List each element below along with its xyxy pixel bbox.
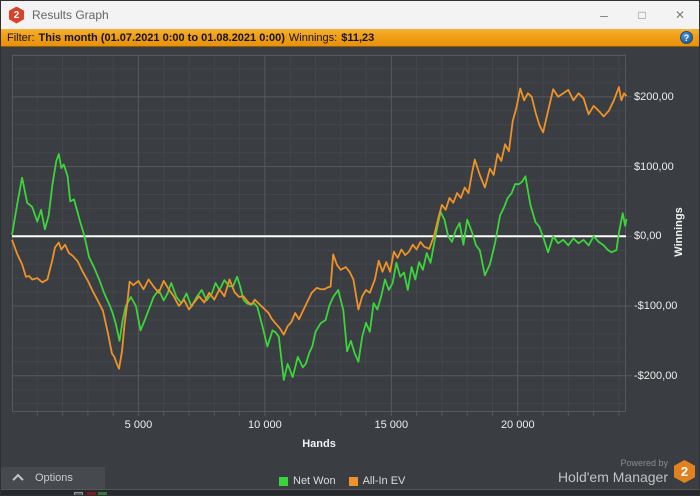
chart-legend: Net Won All-In EV [279, 475, 405, 487]
window-controls: – □ ✕ [585, 1, 699, 29]
hm2-app-icon: 2 [9, 6, 24, 24]
net-won-swatch-icon [279, 476, 288, 486]
y-tick-label: $200,00 [634, 90, 674, 103]
help-icon[interactable]: ? [680, 31, 693, 44]
title-bar: 2 Results Graph – □ ✕ [1, 1, 699, 29]
x-tick-label: 10 000 [248, 419, 282, 431]
close-button[interactable]: ✕ [674, 8, 686, 22]
legend-label-net-won: Net Won [293, 475, 336, 487]
x-axis-title: Hands [302, 438, 336, 450]
branding: Powered by Hold'em Manager 2 [558, 458, 695, 485]
winnings-label: Winnings: [288, 31, 338, 44]
legend-label-all-in-ev: All-In EV [362, 475, 406, 487]
x-tick-label: 5 000 [124, 419, 153, 431]
hm2-brand-icon-label: 2 [680, 464, 689, 479]
brand-name: Hold'em Manager [557, 469, 668, 485]
help-icon-glyph: ? [683, 32, 690, 43]
y-tick-label: $0,00 [634, 230, 662, 243]
y-tick-label: $100,00 [634, 160, 674, 173]
y-axis-title: Winnings [673, 207, 685, 257]
hm2-app-icon-label: 2 [13, 9, 20, 21]
minimize-button[interactable]: – [600, 7, 608, 23]
filter-range: This month (01.07.2021 0:00 to 01.08.202… [38, 31, 285, 44]
x-tick-label: 15 000 [374, 419, 409, 431]
background-window-icon [87, 492, 96, 495]
options-button-label: Options [35, 472, 73, 484]
legend-item-all-in-ev: All-In EV [348, 475, 406, 487]
filter-label: Filter: [7, 31, 35, 44]
window-title: Results Graph [32, 8, 109, 22]
legend-item-net-won: Net Won [279, 475, 336, 487]
background-window-icon [98, 492, 107, 495]
chevron-up-icon [12, 473, 24, 486]
options-button[interactable]: Options [1, 467, 105, 489]
y-tick-label: -$100,00 [634, 300, 678, 313]
winnings-line-chart [11, 54, 632, 416]
all-in-ev-swatch-icon [348, 476, 358, 486]
background-window-icon [74, 492, 83, 495]
background-window-sliver [1, 489, 699, 495]
y-tick-label: -$200,00 [634, 369, 678, 382]
x-tick-label: 20 000 [500, 419, 535, 431]
hm2-brand-icon: 2 [674, 460, 695, 483]
winnings-value: $11,23 [341, 31, 375, 44]
chart-area: Winnings Hands Net Won All-In EV Options… [1, 47, 699, 495]
maximize-button[interactable]: □ [638, 8, 646, 22]
powered-by-label: Powered by [620, 458, 668, 468]
filter-bar: Filter: This month (01.07.2021 0:00 to 0… [1, 29, 699, 47]
